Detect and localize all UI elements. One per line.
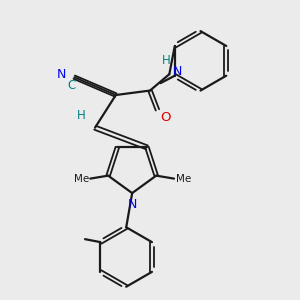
Text: N: N — [173, 65, 182, 78]
Text: H: H — [162, 54, 171, 67]
Text: N: N — [56, 68, 66, 81]
Text: O: O — [160, 111, 170, 124]
Text: Me: Me — [176, 174, 191, 184]
Text: N: N — [128, 198, 137, 211]
Text: C: C — [68, 79, 76, 92]
Text: Me: Me — [74, 174, 89, 184]
Text: H: H — [77, 110, 86, 122]
